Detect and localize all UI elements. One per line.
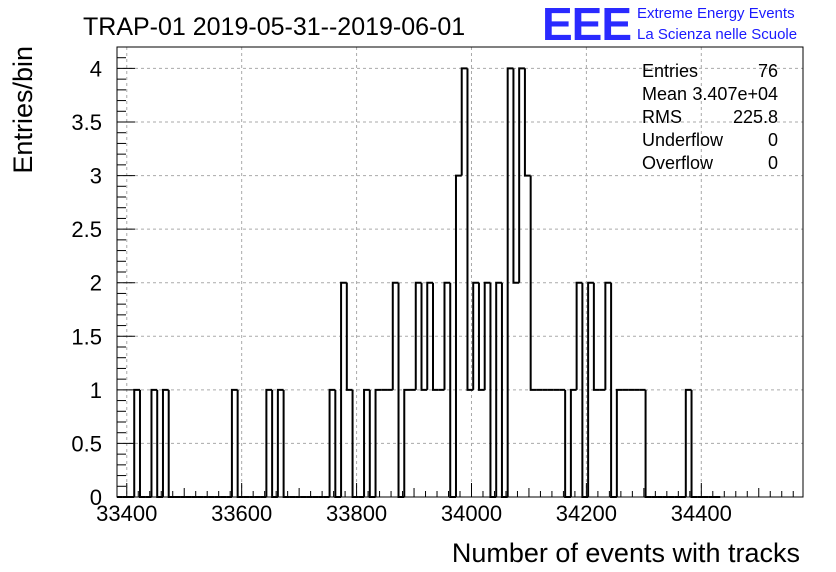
- tick-labels: 33400 33600 33800 34000 34200 34400 0 0.5 1 1.5 2 2…: [71, 56, 731, 526]
- y-axis-title: Entries/bin: [8, 46, 38, 174]
- eee-logo-line2: La Scienza nelle Scuole: [637, 26, 797, 43]
- chart-title: TRAP-01 2019-05-31--2019-06-01: [83, 13, 465, 41]
- grid-lines: [117, 47, 803, 497]
- histogram-bin: [161, 388, 169, 497]
- histogram-bin: [615, 388, 623, 497]
- histogram-bin: [363, 388, 370, 497]
- stats-overflow-label: Overflow: [642, 153, 714, 173]
- stats-mean-label: Mean: [642, 84, 687, 104]
- histogram-bin: [592, 282, 600, 391]
- x-axis-title: Number of events with tracks: [452, 538, 800, 568]
- stats-underflow-value: 0: [768, 130, 778, 150]
- y-tick-label: 0.5: [71, 431, 102, 456]
- histogram-bin: [644, 389, 652, 498]
- histogram-bin: [523, 68, 531, 177]
- histogram-bin: [230, 388, 238, 497]
- stats-entries-value: 76: [758, 61, 778, 81]
- y-tick-label: 1.5: [71, 324, 102, 349]
- y-tick-label: 0: [90, 485, 102, 510]
- histogram-bin: [684, 388, 692, 497]
- histogram-bin: [506, 67, 514, 497]
- histogram-bin: [443, 281, 451, 390]
- histogram-bin: [374, 388, 382, 497]
- y-tick-label: 4: [90, 56, 102, 81]
- histogram-bin: [575, 281, 583, 390]
- histogram-bin: [587, 281, 594, 497]
- stats-overflow-value: 0: [768, 153, 778, 173]
- histogram-bin: [276, 388, 284, 497]
- histogram-bin: [265, 388, 273, 497]
- plot-frame: [116, 46, 804, 498]
- histogram-bin: [454, 174, 462, 497]
- histogram-bin: [529, 175, 537, 391]
- stats-mean-value: 3.407e+04: [692, 84, 778, 104]
- stats-entries-label: Entries: [642, 61, 698, 81]
- histogram-bin: [431, 282, 439, 391]
- y-tick-label: 2.5: [71, 217, 102, 242]
- histogram-bin: [403, 388, 411, 497]
- y-tick-label: 3: [90, 164, 102, 189]
- x-tick-label: 34000: [441, 501, 502, 526]
- y-tick-label: 3.5: [71, 110, 102, 135]
- x-tick-label: 33600: [211, 501, 272, 526]
- histogram-bin: [414, 281, 422, 390]
- stats-underflow-label: Underflow: [642, 130, 724, 150]
- histogram-bin: [391, 281, 399, 390]
- stats-rms-label: RMS: [642, 107, 682, 127]
- histogram-bin: [495, 281, 502, 497]
- histogram-bin: [466, 68, 474, 391]
- histogram-bin: [512, 68, 520, 284]
- x-tick-label: 33400: [96, 501, 157, 526]
- eee-logo: EEE Extreme Energy Events La Scienza nel…: [542, 0, 797, 50]
- axes: [116, 46, 804, 498]
- histogram-bin: [518, 67, 525, 283]
- histogram-bin: [328, 388, 336, 497]
- eee-logo-line1: Extreme Energy Events: [637, 5, 795, 22]
- histogram-bin: [236, 389, 244, 498]
- histogram-bin: [340, 281, 347, 497]
- stats-box: Entries 76 Mean 3.407e+04 RMS 225.8 Unde…: [642, 61, 778, 173]
- histogram-bin: [345, 282, 353, 391]
- x-tick-label: 34200: [556, 501, 617, 526]
- x-tick-label: 33800: [326, 501, 387, 526]
- histogram-bin: [483, 281, 491, 390]
- histogram-bin: [460, 67, 468, 176]
- y-tick-label: 1: [90, 378, 102, 403]
- eee-logo-letters: EEE: [542, 0, 631, 50]
- y-tick-label: 2: [90, 271, 102, 296]
- histogram-bin: [426, 281, 433, 390]
- stats-rms-value: 225.8: [733, 107, 778, 127]
- x-tick-label: 34400: [671, 501, 732, 526]
- histogram-bin: [472, 281, 479, 390]
- histogram-bin: [604, 281, 612, 390]
- histogram-bin: [477, 282, 485, 391]
- histogram-bin: [150, 388, 158, 497]
- histogram-bin: [569, 388, 577, 497]
- histogram-bin: [420, 282, 428, 391]
